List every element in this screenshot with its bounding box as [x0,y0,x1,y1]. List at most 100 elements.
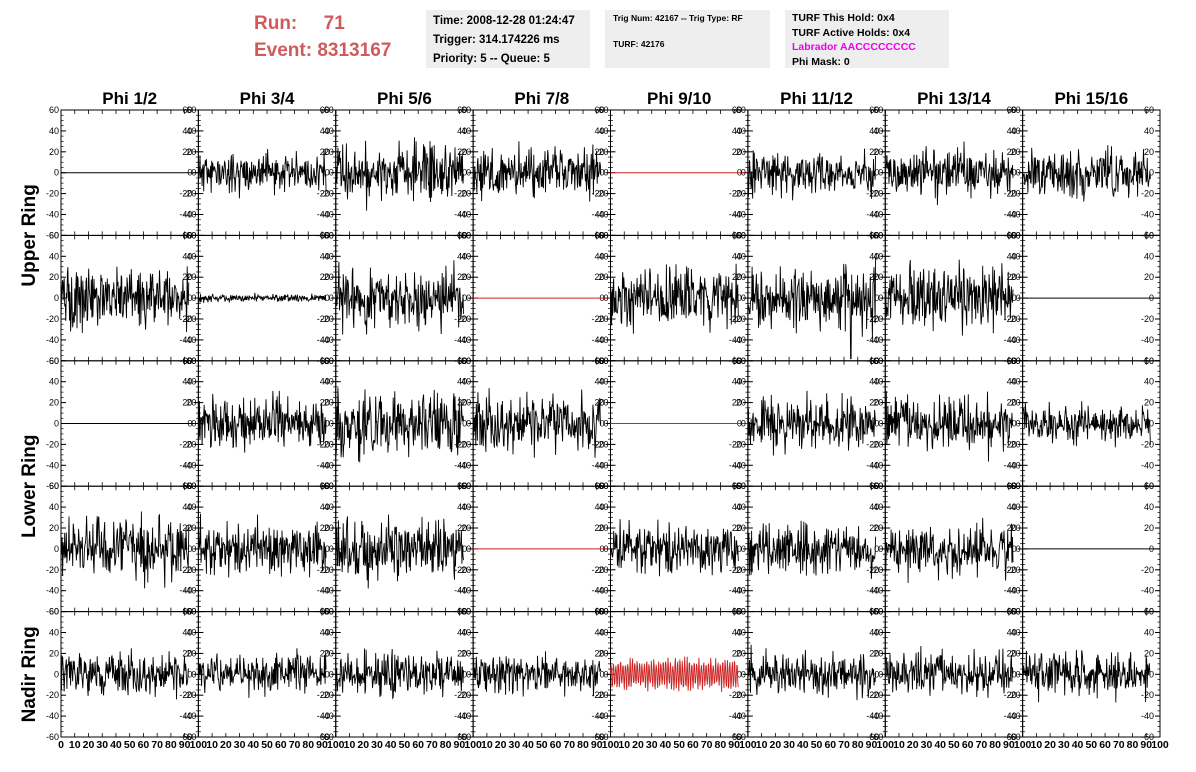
waveform-trace [884,259,1014,336]
y-tick-label: 60 [1007,105,1017,115]
x-tick-label: 20 [357,739,369,751]
y-tick-label: -20 [317,314,330,324]
y-tick-label: 0 [1149,419,1154,429]
y-tick-label: 20 [182,398,192,408]
y-tick-label: 40 [732,126,742,136]
y-tick-label: -20 [866,690,879,700]
y-tick-label: -60 [46,481,59,491]
y-tick-label: -40 [595,460,608,470]
y-tick-label: 20 [461,523,471,533]
y-tick-label: 60 [1007,356,1017,366]
y-tick-label: 60 [49,607,59,617]
event-value: 8313167 [317,40,392,61]
y-tick-label: 20 [461,147,471,157]
y-tick-label: 60 [869,230,879,240]
y-tick-label: 40 [598,628,608,638]
y-tick-label: -20 [1008,690,1021,700]
y-tick-label: 0 [874,544,879,554]
y-tick-label: -20 [1141,439,1154,449]
y-tick-label: 40 [186,126,196,136]
y-tick-label: -20 [595,565,608,575]
y-tick-label: 40 [736,126,746,136]
x-tick-label: 60 [550,739,562,751]
y-tick-label: -60 [733,732,746,742]
waveform-trace [610,519,739,577]
y-tick-label: 40 [869,502,879,512]
y-tick-label: -40 [591,210,604,220]
y-tick-label: -40 [1004,711,1017,721]
y-tick-label: 60 [736,356,746,366]
labrador-text: Labrador AACCCCCCCC [792,41,916,53]
y-tick-label: -60 [729,732,742,742]
x-tick-label: 60 [962,739,974,751]
y-tick-label: 0 [54,293,59,303]
y-tick-label: 20 [49,147,59,157]
waveform-trace [884,517,1014,583]
priority-text: Priority: 5 -- Queue: 5 [433,53,550,65]
y-tick-label: -40 [46,586,59,596]
y-tick-label: -40 [1008,711,1021,721]
y-tick-label: 20 [1011,398,1021,408]
y-tick-label: 60 [1011,481,1021,491]
x-tick-label: 10 [206,739,218,751]
y-tick-label: 40 [732,628,742,638]
y-tick-label: 60 [1144,105,1154,115]
y-tick-label: 20 [594,648,604,658]
x-tick-label: 20 [632,739,644,751]
x-tick-label: 30 [646,739,658,751]
x-tick-label: 90 [1140,739,1152,751]
y-tick-label: -40 [729,586,742,596]
y-tick-label: 40 [320,126,330,136]
y-tick-label: -40 [591,460,604,470]
y-tick-label: 60 [1011,356,1021,366]
x-tick-label: 0 [58,739,64,751]
y-tick-label: -20 [733,189,746,199]
y-tick-label: -40 [1004,335,1017,345]
y-tick-label: -60 [179,732,192,742]
waveform-trace [472,388,602,458]
y-tick-label: 20 [186,147,196,157]
y-tick-label: -40 [183,586,196,596]
y-tick-label: 40 [324,251,334,261]
y-tick-label: 60 [320,105,330,115]
y-tick-label: -20 [1141,314,1154,324]
y-tick-label: 20 [324,398,334,408]
y-tick-label: 40 [324,377,334,387]
x-tick-label: 70 [976,739,988,751]
y-tick-label: 20 [186,523,196,533]
x-tick-label: 10 [1031,739,1043,751]
y-tick-label: 20 [1007,398,1017,408]
y-tick-label: 0 [874,293,879,303]
waveform-trace [60,511,190,589]
y-tick-label: 20 [736,523,746,533]
x-tick-label: 60 [1099,739,1111,751]
y-tick-label: -20 [321,189,334,199]
y-tick-label: 0 [54,669,59,679]
y-tick-label: 0 [741,168,746,178]
y-tick-label: -40 [866,711,879,721]
y-tick-label: 0 [191,419,196,429]
x-tick-label: 50 [948,739,960,751]
y-tick-label: 0 [874,669,879,679]
y-tick-label: -20 [591,189,604,199]
y-tick-label: 40 [457,126,467,136]
y-tick-label: -40 [458,460,471,470]
x-tick-label: 90 [316,739,328,751]
y-tick-label: -40 [1008,335,1021,345]
y-tick-label: 20 [457,272,467,282]
y-tick-label: -20 [317,189,330,199]
y-tick-label: -20 [454,189,467,199]
y-tick-label: 60 [594,105,604,115]
y-tick-label: 60 [736,481,746,491]
y-tick-label: -40 [870,460,883,470]
y-tick-label: 60 [594,230,604,240]
y-tick-label: -40 [179,586,192,596]
y-tick-label: -20 [1008,565,1021,575]
y-tick-label: -20 [46,565,59,575]
y-tick-label: 20 [1144,648,1154,658]
waveform-trace [884,141,1014,206]
y-tick-label: 0 [603,293,608,303]
y-tick-label: 60 [461,481,471,491]
x-tick-label: 50 [1085,739,1097,751]
y-tick-label: -40 [183,210,196,220]
